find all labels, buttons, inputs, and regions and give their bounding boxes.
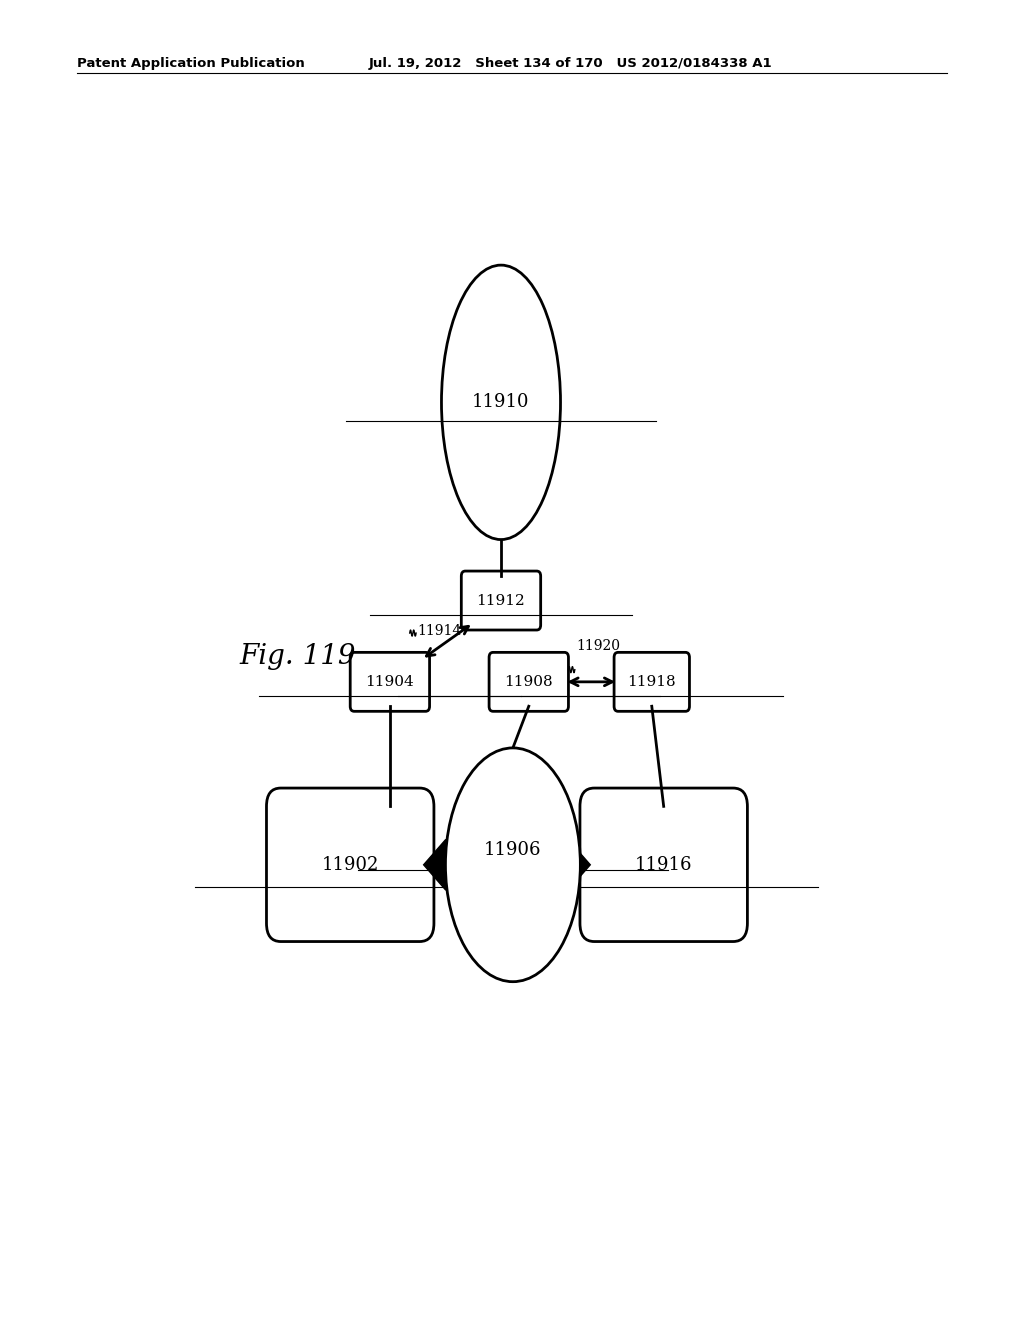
Text: Fig. 119: Fig. 119 (240, 643, 355, 671)
Ellipse shape (445, 748, 581, 982)
FancyArrow shape (424, 840, 445, 890)
Text: 11920: 11920 (577, 639, 621, 653)
Text: 11908: 11908 (505, 675, 553, 689)
FancyBboxPatch shape (489, 652, 568, 711)
Text: Jul. 19, 2012   Sheet 134 of 170   US 2012/0184338 A1: Jul. 19, 2012 Sheet 134 of 170 US 2012/0… (369, 57, 772, 70)
Text: 11906: 11906 (484, 841, 542, 858)
FancyArrow shape (568, 840, 590, 890)
FancyBboxPatch shape (461, 572, 541, 630)
Text: 11912: 11912 (476, 594, 525, 607)
Text: 11902: 11902 (322, 855, 379, 874)
FancyBboxPatch shape (266, 788, 434, 941)
FancyBboxPatch shape (350, 652, 430, 711)
Text: 11914: 11914 (418, 624, 462, 638)
Text: 11904: 11904 (366, 675, 415, 689)
Text: 11910: 11910 (472, 393, 529, 412)
FancyBboxPatch shape (614, 652, 689, 711)
Text: Patent Application Publication: Patent Application Publication (77, 57, 304, 70)
FancyBboxPatch shape (580, 788, 748, 941)
Text: 11916: 11916 (635, 855, 692, 874)
Text: 11918: 11918 (628, 675, 676, 689)
